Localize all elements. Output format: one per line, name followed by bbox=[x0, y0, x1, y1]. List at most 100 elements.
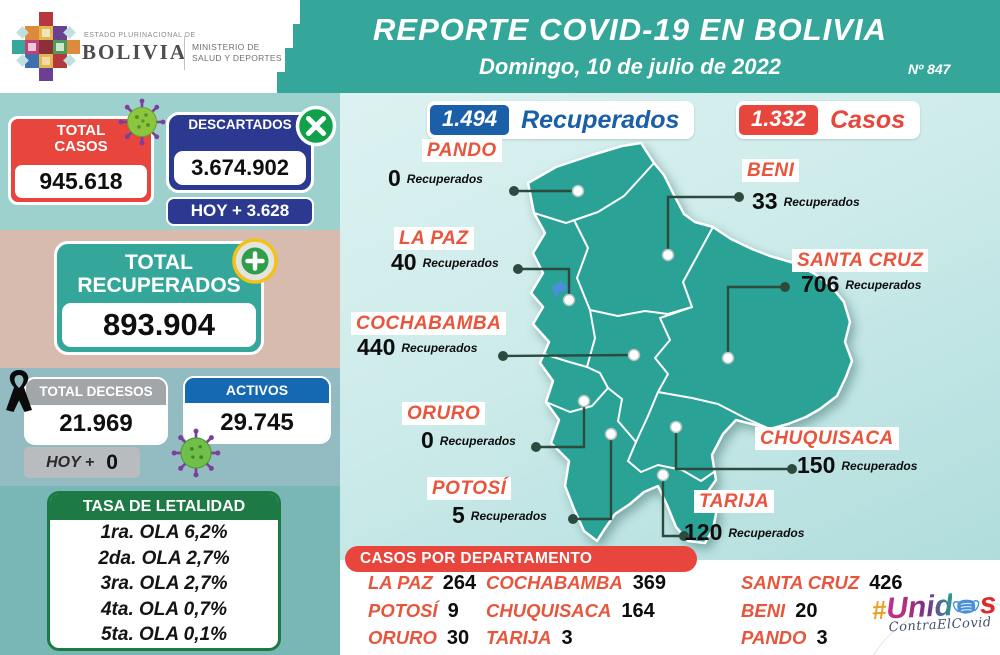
bolivia-state-logo-icon bbox=[12, 12, 80, 81]
map-label-la-paz: LA PAZ bbox=[394, 227, 474, 250]
santa-cruz-unit: Recuperados bbox=[845, 278, 922, 292]
descartados-value: 3.674.902 bbox=[174, 151, 306, 185]
total-recuperados-label-2: RECUPERADOS bbox=[77, 274, 241, 297]
dept-name: CHUQUISACA bbox=[486, 599, 612, 621]
chuquisaca-unit: Recuperados bbox=[841, 459, 918, 473]
table-cell: BENI 20 bbox=[741, 600, 958, 623]
total-recuperados-value: 893.904 bbox=[62, 303, 256, 347]
dept-name: ORURO bbox=[368, 627, 437, 648]
cases-by-department-title: CASOS POR DEPARTAMENTO bbox=[345, 546, 697, 572]
map-label-chuquisaca: CHUQUISACA bbox=[755, 427, 899, 450]
map-stat-pando: 0 Recuperados bbox=[388, 165, 483, 192]
dept-name: SANTA CRUZ bbox=[741, 572, 860, 593]
map-label-pando: PANDO bbox=[422, 139, 502, 162]
letalidad-row: 3ra. OLA 2,7% bbox=[100, 573, 228, 594]
map-label-oruro: ORURO bbox=[402, 402, 486, 425]
virus-icon bbox=[118, 98, 166, 146]
pando-unit: Recuperados bbox=[406, 172, 483, 186]
map-label-tarija: TARIJA bbox=[694, 490, 775, 513]
bolivia-country-shape bbox=[526, 141, 854, 545]
cochabamba-value: 440 bbox=[357, 334, 396, 360]
total-casos-value: 945.618 bbox=[15, 165, 147, 198]
unidos-contra-el-covid-logo: #Unid s ContraElCovid bbox=[871, 587, 998, 636]
dept-name: PANDO bbox=[741, 627, 807, 648]
beni-unit: Recuperados bbox=[783, 195, 860, 209]
cases-by-department-table: LA PAZ 264 COCHABAMBA 369 SANTA CRUZ 426 PO… bbox=[368, 572, 968, 650]
letalidad-row: 2da. OLA 2,7% bbox=[98, 547, 230, 569]
total-decesos-value: 21.969 bbox=[26, 405, 166, 443]
tasa-letalidad-box: TASA DE LETALIDAD 1ra. OLA 6,2% 2da. OLA… bbox=[47, 491, 281, 651]
table-cell: TARIJA 3 bbox=[486, 627, 741, 650]
oruro-value: 0 bbox=[421, 427, 434, 453]
decesos-hoy-value: 0 bbox=[106, 450, 118, 474]
table-cell: SANTA CRUZ 426 bbox=[741, 572, 958, 595]
ministry-line-2: SALUD Y DEPORTES bbox=[192, 53, 282, 63]
map-stat-tarija: 120 Recuperados bbox=[684, 519, 804, 546]
total-casos-label-2: CASOS bbox=[54, 138, 108, 155]
mourning-ribbon-icon bbox=[6, 370, 32, 412]
header: ESTADO PLURINACIONAL DE BOLIVIA MINISTER… bbox=[0, 0, 1000, 93]
ministry-line-1: MINISTERIO DE bbox=[192, 42, 260, 52]
logo-estado-text: ESTADO PLURINACIONAL DE bbox=[84, 32, 196, 39]
callout-lines bbox=[502, 189, 792, 538]
la-paz-unit: Recuperados bbox=[422, 256, 499, 270]
dept-cases: 3 bbox=[816, 627, 828, 649]
callout-dots bbox=[498, 184, 797, 541]
decesos-hoy-pill: HOY + 0 bbox=[24, 447, 140, 478]
dept-cases: 9 bbox=[447, 599, 459, 622]
descartados-label: DESCARTADOS bbox=[188, 117, 292, 132]
map-stat-oruro: 0 Recuperados bbox=[421, 427, 516, 454]
potosi-value: 5 bbox=[452, 502, 465, 528]
dept-name: TARIJA bbox=[486, 627, 552, 648]
decesos-hoy-label: HOY + bbox=[46, 453, 95, 471]
total-casos-box: TOTAL CASOS 945.618 bbox=[8, 116, 154, 205]
activos-label: ACTIVOS bbox=[185, 378, 329, 403]
daily-recuperados-value: 1.494 bbox=[430, 105, 510, 135]
pando-value: 0 bbox=[388, 165, 401, 191]
activos-box: ACTIVOS 29.745 bbox=[183, 376, 331, 444]
plus-icon bbox=[232, 238, 278, 284]
dept-cases: 369 bbox=[632, 572, 667, 594]
daily-recuperados-label: Recuperados bbox=[521, 105, 680, 134]
map-stat-cochabamba: 440 Recuperados bbox=[357, 334, 477, 361]
report-number: Nº 847 bbox=[908, 61, 951, 77]
dept-name: COCHABAMBA bbox=[486, 572, 623, 593]
tasa-letalidad-title: TASA DE LETALIDAD bbox=[50, 494, 278, 520]
map-stat-santa-cruz: 706 Recuperados bbox=[801, 271, 921, 298]
descartados-hoy-pill: HOY + 3.628 bbox=[166, 197, 314, 226]
map-label-cochabamba: COCHABAMBA bbox=[351, 312, 507, 335]
tarija-value: 120 bbox=[684, 519, 723, 545]
total-decesos-box: TOTAL DECESOS 21.969 bbox=[24, 377, 168, 445]
virus-icon bbox=[171, 428, 221, 478]
activos-value: 29.745 bbox=[185, 403, 329, 442]
logo-divider bbox=[184, 36, 185, 70]
logo-ministry-text: MINISTERIO DE SALUD Y DEPORTES bbox=[192, 42, 282, 64]
dept-name: BENI bbox=[741, 599, 786, 621]
dept-name: POTOSÍ bbox=[368, 599, 438, 621]
table-cell: CHUQUISACA 164 bbox=[486, 600, 741, 623]
total-recuperados-box: TOTAL RECUPERADOS 893.904 bbox=[54, 241, 264, 355]
table-cell: POTOSÍ 9 bbox=[368, 600, 486, 623]
dept-cases: 20 bbox=[795, 599, 818, 622]
map-stat-chuquisaca: 150 Recuperados bbox=[797, 452, 917, 479]
total-recuperados-label-1: TOTAL bbox=[124, 251, 194, 274]
report-date: Domingo, 10 de julio de 2022 bbox=[479, 54, 781, 79]
beni-value: 33 bbox=[752, 188, 778, 214]
table-cell: ORURO 30 bbox=[368, 627, 486, 650]
discarded-x-icon bbox=[295, 105, 337, 147]
santa-cruz-value: 706 bbox=[801, 271, 840, 297]
lake-titicaca bbox=[552, 281, 569, 298]
map-label-potosi: POTOSÍ bbox=[427, 477, 512, 500]
header-teal-band bbox=[277, 0, 1000, 93]
bolivia-map bbox=[498, 141, 854, 545]
map-label-santa-cruz: SANTA CRUZ bbox=[792, 249, 929, 272]
potosi-unit: Recuperados bbox=[470, 509, 547, 523]
table-cell: PANDO 3 bbox=[741, 627, 958, 650]
logo-bolivia-text: BOLIVIA bbox=[82, 40, 188, 64]
total-decesos-label: TOTAL DECESOS bbox=[26, 379, 166, 405]
map-label-beni: BENI bbox=[742, 159, 800, 182]
dept-cases: 426 bbox=[869, 572, 903, 594]
total-casos-label-1: TOTAL bbox=[56, 122, 106, 139]
letalidad-row: 1ra. OLA 6,2% bbox=[100, 522, 228, 543]
